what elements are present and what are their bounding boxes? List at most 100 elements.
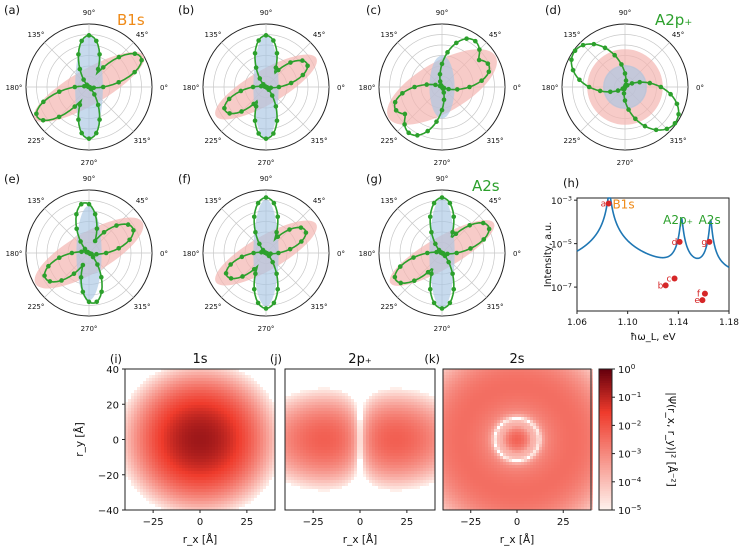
density-cell [467,414,470,417]
density-cell [408,477,411,480]
density-cell [242,465,245,468]
density-cell [476,372,479,375]
density-cell [251,390,254,393]
annotation-label: A2p₊ [663,213,693,227]
density-cell [387,483,390,486]
density-cell [218,369,221,372]
density-cell [542,408,545,411]
density-cell [251,447,254,450]
density-cell [137,438,140,441]
density-cell [572,399,575,402]
density-cell [327,471,330,474]
density-cell [191,393,194,396]
density-cell [357,429,360,432]
density-cell [212,432,215,435]
density-cell [200,414,203,417]
density-cell [303,438,306,441]
density-cell [557,390,560,393]
green-point [653,127,659,133]
density-cell [161,501,164,504]
density-cell [197,459,200,462]
angle-tick-label: 45° [672,31,684,39]
density-cell [161,423,164,426]
density-cell [345,471,348,474]
density-cell [218,453,221,456]
density-cell [324,387,327,390]
density-cell [414,435,417,438]
density-cell [411,426,414,429]
density-cell [515,405,518,408]
density-cell [396,444,399,447]
density-cell [245,459,248,462]
density-cell [542,393,545,396]
density-cell [269,405,272,408]
density-cell [158,426,161,429]
density-cell [429,432,432,435]
density-cell [251,468,254,471]
density-cell [209,498,212,501]
density-cell [303,417,306,420]
density-cell [315,453,318,456]
density-cell [209,462,212,465]
density-cell [191,408,194,411]
density-cell [161,384,164,387]
density-cell [269,453,272,456]
density-cell [527,402,530,405]
density-cell [164,417,167,420]
density-cell [449,399,452,402]
density-cell [449,381,452,384]
density-cell [149,405,152,408]
density-cell [551,396,554,399]
angle-tick-label: 135° [564,31,581,39]
density-cell [381,468,384,471]
density-cell [342,453,345,456]
density-cell [387,459,390,462]
density-cell [260,471,263,474]
density-cell [411,456,414,459]
density-cell [155,414,158,417]
density-cell [384,438,387,441]
density-cell [167,492,170,495]
green-point [569,57,574,63]
density-cell [426,471,429,474]
density-cell [491,393,494,396]
point-label: a [601,200,607,210]
density-cell [239,414,242,417]
density-cell [455,381,458,384]
density-cell [260,405,263,408]
density-cell [297,396,300,399]
density-cell [414,417,417,420]
density-cell [212,411,215,414]
density-cell [408,462,411,465]
density-cell [378,426,381,429]
density-cell [345,414,348,417]
density-cell [402,447,405,450]
density-cell [578,402,581,405]
density-cell [176,441,179,444]
density-cell [381,477,384,480]
density-cell [209,414,212,417]
density-cell [200,456,203,459]
density-cell [417,429,420,432]
density-cell [411,402,414,405]
density-cell [524,381,527,384]
density-cell [342,459,345,462]
density-cell [414,438,417,441]
density-cell [152,474,155,477]
density-cell [360,435,363,438]
green-point [223,271,229,276]
density-cell [396,447,399,450]
density-cell [263,453,266,456]
density-cell [303,447,306,450]
density-cell [137,444,140,447]
density-cell [206,375,209,378]
density-cell [191,402,194,405]
density-cell [390,399,393,402]
green-point [222,105,227,111]
density-cell [140,429,143,432]
density-cell [137,480,140,483]
density-cell [248,435,251,438]
density-cell [575,372,578,375]
density-cell [146,399,149,402]
density-cell [224,507,227,510]
